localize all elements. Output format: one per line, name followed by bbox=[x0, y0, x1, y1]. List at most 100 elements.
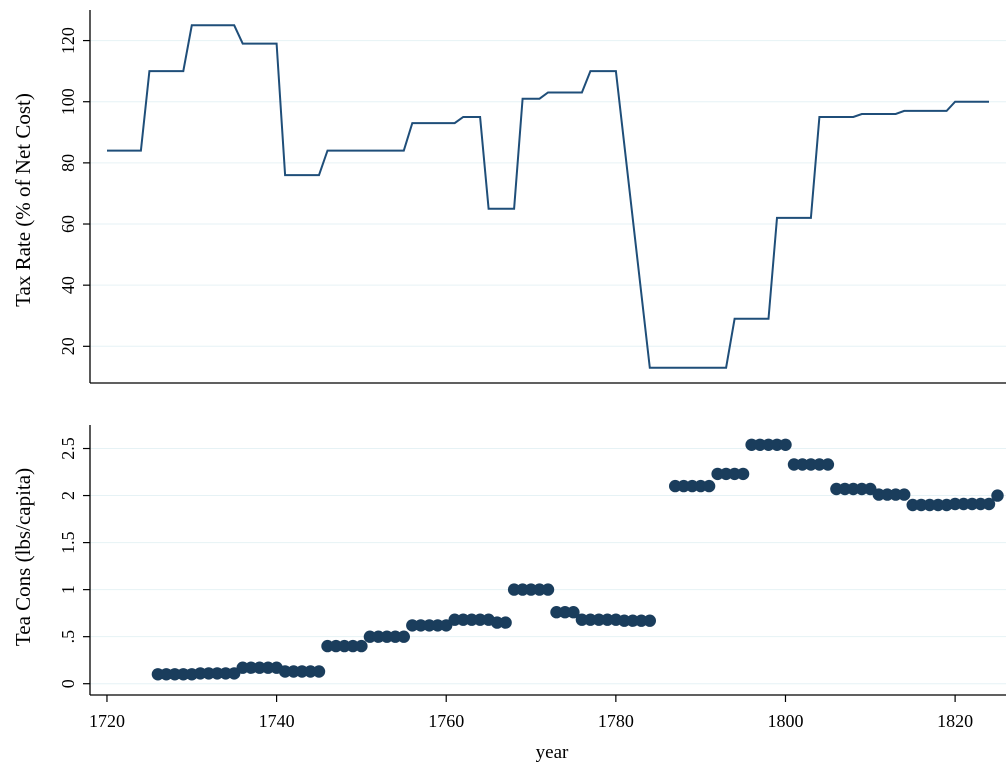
tea-consumption-point bbox=[719, 467, 733, 481]
tea-consumption-point bbox=[389, 630, 402, 643]
tea-consumption-y-tick-label: 2 bbox=[58, 491, 78, 500]
tea-consumption-point bbox=[211, 667, 224, 680]
tea-consumption-point bbox=[889, 488, 902, 501]
tea-consumption-point bbox=[931, 498, 945, 512]
tea-consumption-panel: 0 .5 1 1.5 2 2.5 1720 1740 1760 1780 1800 1820 Tea… bbox=[11, 425, 1006, 763]
tea-consumption-point bbox=[711, 467, 724, 481]
tea-consumption-point bbox=[473, 613, 487, 626]
year-x-ticks: 1720 1740 1760 1780 1800 1820 bbox=[89, 695, 973, 731]
tea-consumption-point bbox=[431, 619, 444, 632]
year-x-tick-label: 1720 bbox=[89, 711, 125, 731]
tea-consumption-point bbox=[618, 614, 631, 627]
tea-consumption-point bbox=[770, 438, 784, 451]
tea-consumption-point bbox=[346, 639, 360, 653]
tea-consumption-point bbox=[813, 458, 826, 471]
tea-consumption-point bbox=[906, 498, 919, 512]
tea-consumption-point bbox=[762, 438, 775, 451]
tea-consumption-point bbox=[601, 613, 614, 626]
tea-consumption-point bbox=[244, 661, 258, 674]
year-x-tick-label: 1740 bbox=[259, 711, 295, 731]
tea-consumption-point bbox=[872, 488, 885, 501]
tea-consumption-point bbox=[278, 665, 292, 678]
tea-consumption-point bbox=[575, 613, 589, 626]
tea-consumption-point bbox=[677, 479, 690, 493]
tax-rate-panel: 20 40 60 80 100 120 Tax Rate (% of Net Cost) bbox=[11, 10, 1006, 384]
tea-consumption-point bbox=[982, 497, 996, 511]
tea-consumption-point bbox=[584, 613, 597, 626]
tea-consumption-point bbox=[686, 479, 699, 493]
tea-consumption-point bbox=[457, 613, 470, 626]
tea-consumption-point bbox=[830, 482, 843, 496]
tea-consumption-point bbox=[261, 661, 275, 674]
tea-consumption-point bbox=[728, 467, 741, 481]
tax-rate-y-tick-label: 20 bbox=[58, 337, 78, 355]
tea-consumption-point bbox=[219, 667, 232, 680]
tea-consumption-point bbox=[253, 661, 266, 674]
tea-consumption-y-tick-label: 2.5 bbox=[58, 437, 78, 460]
tea-consumption-point bbox=[948, 497, 962, 511]
tea-consumption-point bbox=[312, 665, 326, 678]
tea-consumption-point bbox=[304, 665, 317, 678]
tax-rate-y-tick-label: 100 bbox=[58, 88, 78, 115]
tea-consumption-point bbox=[321, 639, 334, 653]
tea-consumption-point bbox=[847, 482, 860, 496]
tea-consumption-point bbox=[397, 630, 410, 643]
tea-consumption-point bbox=[779, 438, 792, 451]
tea-consumption-point bbox=[524, 583, 538, 596]
tea-consumption-point bbox=[550, 606, 563, 619]
tea-consumption-point bbox=[499, 616, 512, 629]
tea-consumption-point bbox=[533, 583, 546, 596]
tea-consumption-point bbox=[898, 488, 911, 501]
year-x-tick-label: 1800 bbox=[767, 711, 803, 731]
tax-rate-y-axis-title: Tax Rate (% of Net Cost) bbox=[11, 93, 35, 307]
tea-consumption-point bbox=[355, 639, 368, 653]
year-x-tick-label: 1760 bbox=[428, 711, 464, 731]
tea-consumption-point bbox=[804, 458, 818, 471]
tea-consumption-point bbox=[338, 639, 351, 653]
tax-rate-y-tick-label: 80 bbox=[58, 154, 78, 172]
tea-consumption-y-tick-label: 0 bbox=[58, 679, 78, 688]
tea-consumption-point bbox=[177, 668, 190, 681]
tea-consumption-point bbox=[592, 613, 606, 626]
tea-consumption-point bbox=[643, 614, 656, 627]
tea-consumption-point bbox=[490, 616, 504, 629]
tea-consumption-points bbox=[151, 438, 1004, 681]
tea-consumption-point bbox=[448, 613, 461, 626]
tea-consumption-point bbox=[669, 479, 682, 493]
tea-consumption-point bbox=[855, 482, 868, 496]
tea-consumption-point bbox=[202, 667, 215, 680]
tax-rate-y-tick-label: 40 bbox=[58, 276, 78, 294]
tax-rate-y-tick-label: 120 bbox=[58, 27, 78, 54]
tea-consumption-point bbox=[507, 583, 521, 596]
year-x-tick-label: 1780 bbox=[598, 711, 634, 731]
tea-consumption-point bbox=[915, 498, 928, 512]
year-x-axis-title: year bbox=[536, 742, 569, 763]
tea-consumption-y-ticks: 0 .5 1 1.5 2 2.5 bbox=[58, 437, 90, 688]
tea-consumption-point bbox=[753, 438, 767, 451]
tea-consumption-point bbox=[702, 479, 716, 493]
tea-consumption-y-tick-label: 1 bbox=[58, 585, 78, 594]
tea-consumption-point bbox=[957, 497, 970, 511]
tea-consumption-y-tick-label: 1.5 bbox=[58, 531, 78, 554]
tea-consumption-point bbox=[160, 668, 173, 681]
tea-consumption-point bbox=[168, 668, 181, 681]
tea-consumption-point bbox=[567, 606, 580, 619]
tea-consumption-point bbox=[406, 619, 419, 632]
tea-consumption-y-tick-label: .5 bbox=[58, 630, 78, 644]
tea-consumption-point bbox=[372, 630, 385, 643]
tea-consumption-point bbox=[541, 583, 555, 596]
tax-rate-series-line bbox=[107, 24, 989, 369]
tea-consumption-point bbox=[363, 630, 377, 643]
tea-consumption-point bbox=[626, 614, 639, 627]
tea-consumption-y-axis-title: Tea Cons (lbs/capita) bbox=[11, 468, 35, 646]
tea-consumption-point bbox=[295, 665, 309, 678]
tax-rate-y-tick-label: 60 bbox=[58, 215, 78, 233]
tea-consumption-point bbox=[965, 497, 979, 511]
tax-rate-gridlines bbox=[90, 40, 1006, 347]
tea-consumption-point bbox=[736, 467, 750, 481]
year-x-tick-label: 1820 bbox=[937, 711, 973, 731]
tea-consumption-point bbox=[635, 614, 648, 627]
tea-consumption-point bbox=[414, 619, 427, 632]
tea-consumption-point bbox=[796, 458, 809, 471]
